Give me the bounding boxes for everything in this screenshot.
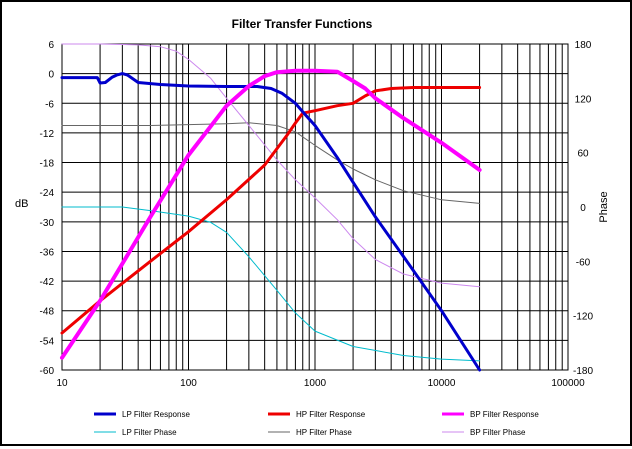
- y-tick-label: 6: [48, 40, 54, 51]
- chart-title: Filter Transfer Functions: [232, 17, 373, 31]
- y2-tick-label: 120: [575, 94, 592, 105]
- x-tick-label: 100: [180, 378, 197, 389]
- series-line: [61, 206, 481, 362]
- x-tick-label: 100000: [551, 378, 585, 389]
- y2-tick-label: -60: [576, 257, 591, 268]
- y-tick-label: -42: [40, 277, 55, 288]
- y-tick-label: -60: [40, 366, 55, 377]
- y-tick-label: 0: [48, 70, 54, 81]
- tick-labels: 10 100 1000 10000 10000060-6-12-18-24-30-36-…: [40, 40, 594, 389]
- y-axis-label: dB: [15, 198, 28, 210]
- chart-svg: Filter Transfer Functions 10 100 1000 10000…: [15, 17, 610, 437]
- x-tick-label: 10: [56, 378, 68, 389]
- y-tick-label: -12: [40, 129, 55, 140]
- series-group: [60, 43, 482, 372]
- y-tick-label: -48: [40, 307, 55, 318]
- grid: [62, 43, 568, 371]
- x-tick-label: 10000: [428, 378, 456, 389]
- legend-label: HP Filter Phase: [296, 428, 352, 437]
- y-tick-label: -24: [40, 188, 55, 199]
- legend-label: BP Filter Response: [470, 410, 539, 419]
- y2-tick-label: -120: [573, 312, 593, 323]
- legend-label: LP Filter Response: [122, 410, 190, 419]
- legend-label: HP Filter Response: [296, 410, 366, 419]
- y-tick-label: -6: [45, 99, 54, 110]
- series-line: [60, 72, 482, 372]
- legend-label: LP Filter Phase: [122, 428, 177, 437]
- legend: LP Filter Response HP Filter Response BP F…: [94, 410, 539, 437]
- y-tick-label: -18: [40, 159, 55, 170]
- y2-tick-label: 60: [577, 149, 589, 160]
- legend-label: BP Filter Phase: [470, 428, 526, 437]
- y2-tick-label: 0: [580, 203, 586, 214]
- series-line: [60, 68, 482, 360]
- y2-axis-label: Phase: [598, 191, 610, 222]
- y-tick-label: -54: [40, 336, 55, 347]
- y2-tick-label: 180: [575, 40, 592, 51]
- series-line: [61, 122, 481, 204]
- series-line: [60, 86, 482, 335]
- series-line: [61, 43, 481, 288]
- y-tick-label: -30: [40, 218, 55, 229]
- x-tick-label: 1000: [304, 378, 327, 389]
- y-tick-label: -36: [40, 247, 55, 258]
- y2-tick-label: -180: [573, 366, 593, 377]
